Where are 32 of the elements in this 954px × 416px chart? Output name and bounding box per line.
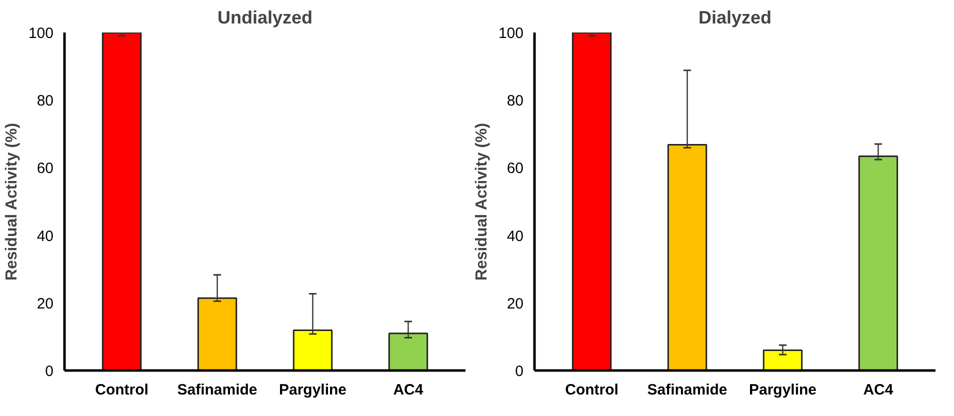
y-tick-label: 20 xyxy=(36,295,54,312)
bar xyxy=(572,32,612,370)
y-tick-label: 100 xyxy=(498,25,524,42)
x-tick-label: Control xyxy=(565,382,618,398)
x-tick-label: Pargyline xyxy=(748,382,817,398)
chart-title: Undialyzed xyxy=(217,8,313,28)
y-tick-label: 100 xyxy=(28,25,54,42)
x-tick-label: Safinamide xyxy=(177,382,258,398)
y-tick-label: 80 xyxy=(506,92,524,110)
bar xyxy=(102,32,142,370)
y-axis-title: Residual Activity (%) xyxy=(3,122,20,281)
x-tick-label: Control xyxy=(95,382,148,398)
x-tick-label: AC4 xyxy=(863,382,894,398)
x-tick-label: Pargyline xyxy=(278,382,347,398)
y-tick-label: 0 xyxy=(45,363,54,380)
x-tick-label: AC4 xyxy=(393,382,424,398)
y-tick-label: 80 xyxy=(36,92,54,110)
bar xyxy=(388,332,428,370)
bar xyxy=(762,349,803,370)
y-tick-label: 60 xyxy=(36,160,54,178)
bar xyxy=(667,144,708,370)
y-tick-label: 20 xyxy=(506,295,524,312)
y-tick-label: 40 xyxy=(36,228,54,245)
bar xyxy=(292,330,333,370)
y-tick-label: 0 xyxy=(515,363,524,380)
y-tick-label: 60 xyxy=(506,160,524,178)
bar xyxy=(197,297,238,370)
y-tick-label: 40 xyxy=(506,228,524,245)
chart-title: Dialyzed xyxy=(698,8,772,28)
x-tick-label: Safinamide xyxy=(647,382,728,398)
bar xyxy=(858,155,898,370)
y-axis-title: Residual Activity (%) xyxy=(473,122,490,281)
